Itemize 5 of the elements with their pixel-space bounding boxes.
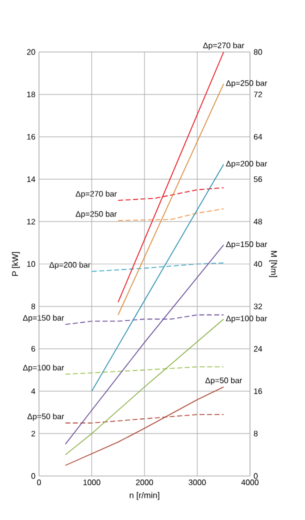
line-series	[118, 208, 224, 221]
y-axis-title: P [kW]	[12, 252, 20, 276]
y2-axis-title: M [Nm]	[269, 251, 278, 278]
line-series	[91, 262, 224, 272]
x-axis-title: n [r/min]	[130, 492, 160, 500]
